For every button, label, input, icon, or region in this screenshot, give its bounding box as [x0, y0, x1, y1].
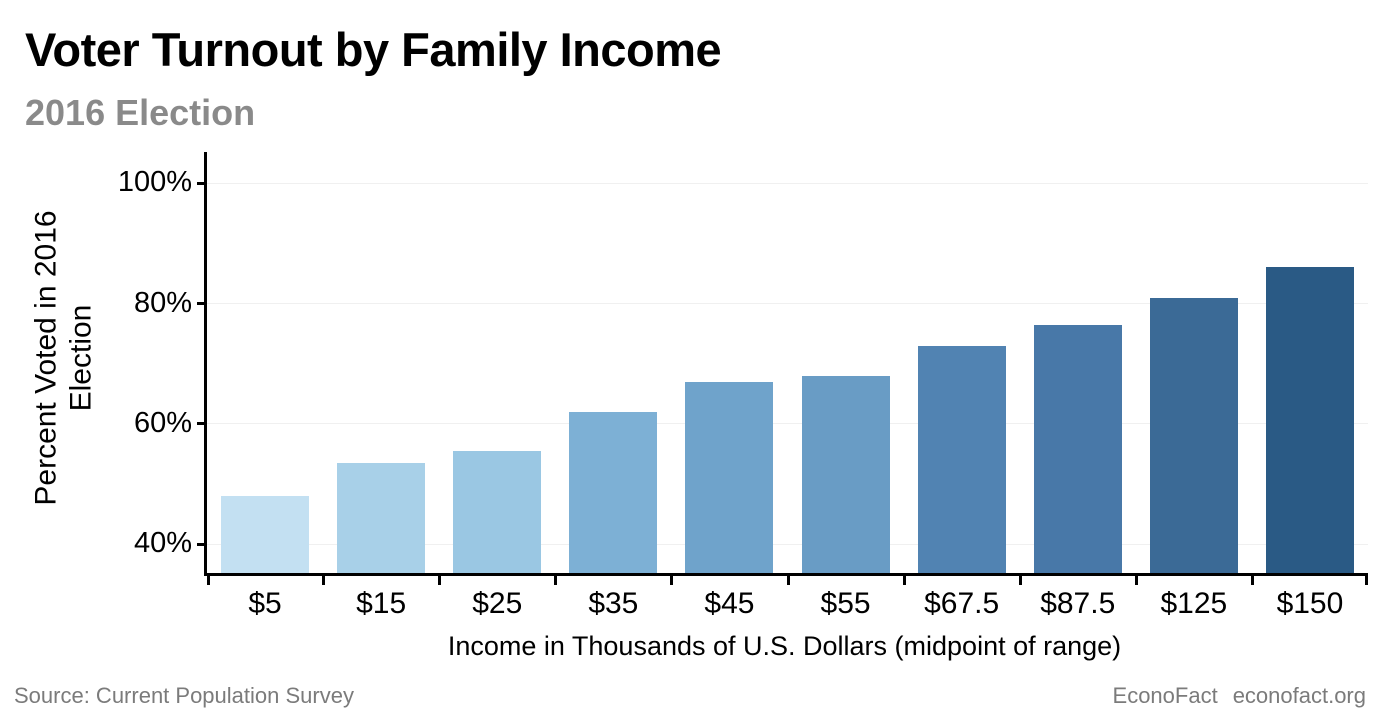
brand-name: EconoFact [1112, 683, 1218, 708]
x-tick-mark [1134, 573, 1138, 585]
y-tick-mark [197, 181, 204, 185]
y-gridline [207, 303, 1368, 305]
x-tick-mark [321, 573, 325, 585]
x-tick-mark [553, 573, 557, 585]
x-tick-mark [437, 573, 441, 585]
x-axis-title: Income in Thousands of U.S. Dollars (mid… [447, 631, 1122, 661]
y-gridline [207, 423, 1368, 425]
x-tick-label: $15 [356, 587, 407, 620]
y-tick-mark [197, 302, 204, 306]
chart-subtitle: 2016 Election [25, 92, 256, 133]
bar-55 [801, 375, 890, 573]
x-tick-mark [1365, 573, 1368, 585]
x-tick-label: $67.5 [924, 587, 1000, 620]
bar-15 [337, 462, 426, 573]
y-tick-label: 40% [133, 527, 192, 560]
x-tick-label: $125 [1160, 587, 1228, 620]
y-tick-label: 100% [117, 166, 192, 199]
x-tick-label: $35 [588, 587, 639, 620]
x-tick-mark [1018, 573, 1022, 585]
bar-25 [453, 450, 542, 573]
x-tick-mark [207, 573, 210, 585]
bar-125 [1149, 297, 1238, 573]
x-tick-label: $25 [472, 587, 523, 620]
x-tick-label: $5 [248, 587, 282, 620]
x-tick-label: $55 [820, 587, 871, 620]
bar-45 [685, 381, 774, 573]
chart-title: Voter Turnout by Family Income [25, 23, 722, 76]
brand-site: econofact.org [1232, 683, 1366, 708]
x-tick-label: $150 [1276, 587, 1344, 620]
x-tick-mark [786, 573, 790, 585]
x-tick-mark [902, 573, 906, 585]
y-tick-mark [197, 542, 204, 546]
brand-note: EconoFact econofact.org [1113, 683, 1366, 709]
y-gridline [207, 543, 1368, 545]
plot-area: 40% 60% 80% 100% $5 $15 $25 $35 $45 $55 $67.5 $87.5… [118, 152, 1368, 620]
source-note: Source: Current Population Survey [14, 683, 354, 708]
x-tick-label: $45 [704, 587, 755, 620]
x-tick-mark [1250, 573, 1254, 585]
bar-87.5 [1033, 324, 1122, 573]
y-tick-label: 60% [133, 406, 192, 439]
bar-35 [569, 411, 658, 573]
x-tick-label: $87.5 [1040, 587, 1116, 620]
bar-67.5 [917, 345, 1006, 573]
x-tick-mark [669, 573, 673, 585]
y-tick-label: 80% [133, 286, 192, 319]
bar-5 [221, 496, 310, 573]
bar-150 [1265, 267, 1354, 573]
y-axis-title: Percent Voted in 2016 Election [29, 210, 98, 506]
y-gridline [207, 182, 1368, 184]
y-tick-mark [197, 422, 204, 426]
